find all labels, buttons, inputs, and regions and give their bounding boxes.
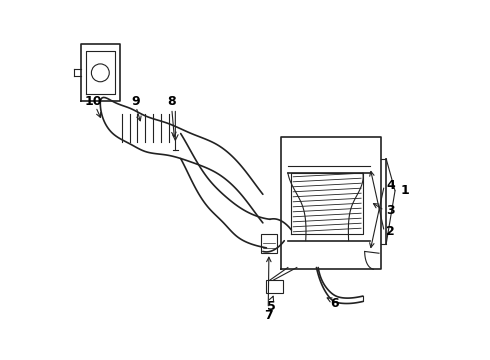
- Text: 1: 1: [400, 184, 409, 197]
- Text: 5: 5: [268, 300, 276, 313]
- Bar: [267, 280, 283, 293]
- Text: 8: 8: [168, 95, 176, 108]
- Text: 4: 4: [386, 179, 395, 192]
- Text: 10: 10: [84, 95, 102, 108]
- Text: 7: 7: [264, 309, 272, 322]
- Text: 9: 9: [132, 95, 140, 108]
- Text: 2: 2: [386, 225, 395, 238]
- Text: 3: 3: [386, 204, 395, 217]
- Text: 6: 6: [331, 297, 340, 310]
- Bar: [261, 234, 277, 253]
